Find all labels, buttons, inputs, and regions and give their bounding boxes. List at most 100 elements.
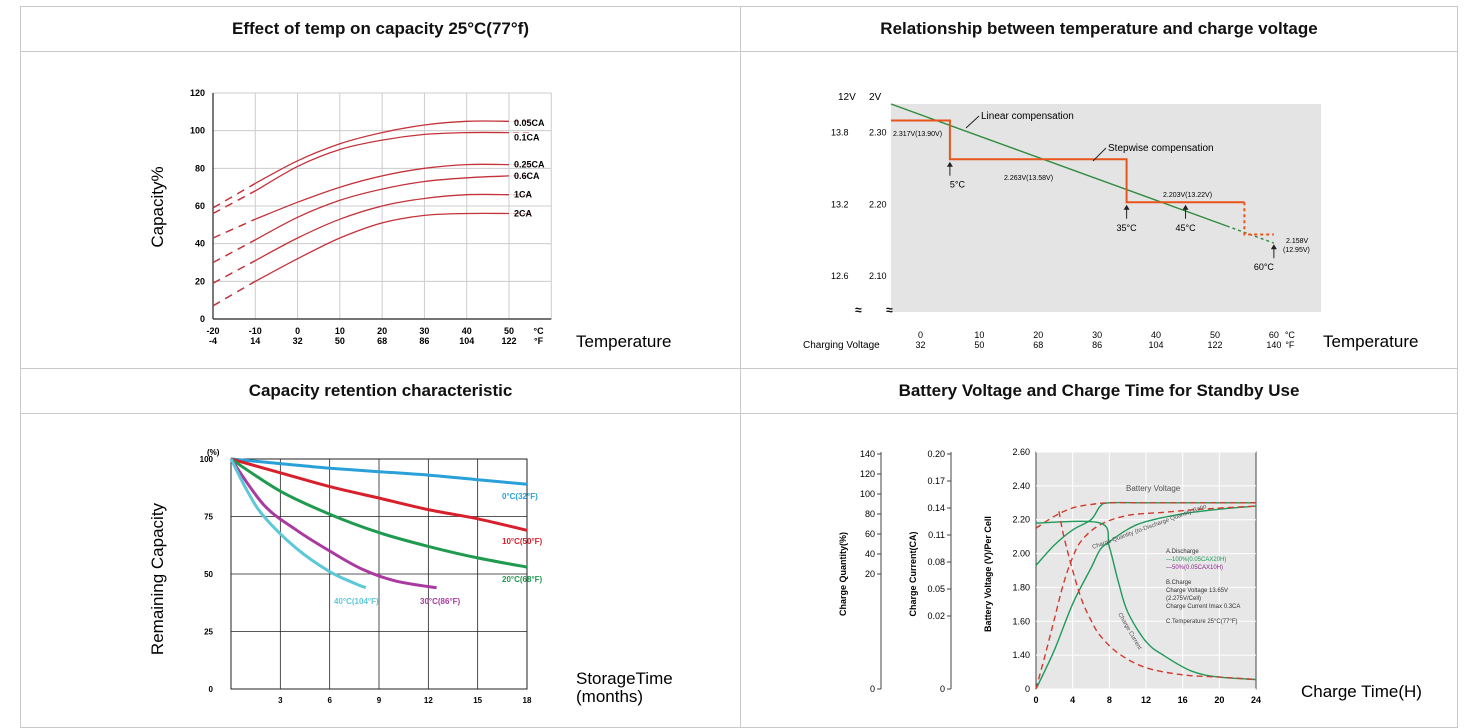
y-tick-label-12v: 13.2: [831, 199, 849, 209]
chart-temp-voltage: 12V 2V 13.8 2.30 13.2 2.20 12.6 2.10 ≈ ≈ Charging …: [803, 92, 1418, 351]
y-tick-label-c: 0.02: [927, 611, 945, 621]
y-tick-label-q: 100: [860, 489, 875, 499]
x-axis-prefix: Charging Voltage: [803, 340, 880, 351]
y-tick-label-c: 0: [940, 684, 945, 694]
x-tick-label-c: 40: [462, 326, 472, 336]
chart-title: Battery Voltage and Charge Time for Stan…: [741, 369, 1457, 414]
x-tick-label-f: 50: [974, 340, 984, 350]
series-label: 0.6CA: [514, 171, 540, 181]
x-tick-label-c: 10: [974, 330, 984, 340]
y-tick-label-q: 0: [870, 684, 875, 694]
y-tick-label: 100: [190, 126, 205, 136]
series-label: Stepwise compensation: [1108, 143, 1214, 154]
x-tick-label: 9: [377, 696, 382, 705]
series-label: 1CA: [514, 190, 533, 200]
x-tick-label: 0: [1033, 695, 1038, 705]
series-step: [891, 119, 1245, 204]
series-label: 0°C(32°F): [502, 492, 538, 501]
y-axis-title-v: Battery Voltage (V)/Per Cell: [983, 516, 993, 632]
series-step-dashed: [1243, 202, 1274, 236]
y-tick-label: 100: [200, 455, 214, 464]
label-leader: [1092, 147, 1107, 162]
y-tick-label: 80: [195, 163, 205, 173]
marker-label: 5°C: [950, 180, 966, 190]
x-tick-label: 4: [1070, 695, 1075, 705]
y-tick-label: 20: [195, 276, 205, 286]
series-line: [229, 458, 367, 590]
series-line: [230, 457, 528, 532]
x-tick-label: 15: [473, 696, 482, 705]
y-tick-label-c: 0.17: [927, 476, 945, 486]
annotation: 2.263V(13.58V): [1004, 175, 1053, 182]
y-unit-2v: 2V: [869, 92, 882, 103]
y-tick-label: 25: [204, 628, 213, 637]
y-tick-label-2v: 2.20: [869, 199, 887, 209]
series-label: 20°C(68°F): [502, 575, 543, 584]
x-tick-label-f: 86: [1092, 340, 1102, 350]
x-tick-label: 20: [1214, 695, 1224, 705]
annotation: 2.317V(13.90V): [893, 131, 942, 138]
x-tick-label-f: 122: [1207, 340, 1222, 350]
x-tick-label: 12: [424, 696, 433, 705]
chart-standby-charge: 01.401.601.802.002.202.402.6002040608010…: [838, 447, 1422, 705]
series-line: [890, 103, 1228, 227]
series-label: 2CA: [514, 209, 533, 219]
x-tick-label-f: 104: [1149, 340, 1164, 350]
x-tick-label-c: 40: [1151, 330, 1161, 340]
marker-label: 60°C: [1254, 262, 1275, 272]
x-tick-label-c: 30: [419, 326, 429, 336]
y-tick-label: 60: [195, 201, 205, 211]
x-tick-label-c: 50: [504, 326, 514, 336]
series-line: [254, 175, 510, 241]
y-axis-break: ≈: [886, 303, 893, 317]
series-line: [229, 458, 437, 590]
chart-panel-temp-capacity: Effect of temp on capacity 25°C(77°f) 0 2…: [21, 7, 741, 369]
series-line-dashed: [212, 190, 256, 215]
series-label: 0.25CA: [514, 160, 545, 170]
y-tick-label-12v: 13.8: [831, 128, 849, 138]
y-tick-label: 0: [209, 685, 214, 694]
x-tick-label: 24: [1251, 695, 1261, 705]
y-tick-label-c: 0.08: [927, 557, 945, 567]
y-axis-break: ≈: [855, 303, 862, 317]
y-tick-label: 0: [200, 314, 205, 324]
y-axis-title-c: Charge Current(CA): [908, 531, 918, 616]
x-tick-label: 18: [523, 696, 532, 705]
x-tick-label-c: °C: [534, 326, 545, 336]
y-tick-label-12v: 12.6: [831, 271, 849, 281]
chart-panel-temp-voltage: Relationship between temperature and cha…: [741, 7, 1457, 369]
x-axis-title: Charge Time(H): [1301, 682, 1422, 701]
y-axis-title: Capacity%: [148, 166, 167, 247]
x-tick-label-f: 140: [1266, 340, 1281, 350]
series-label: Linear compensation: [981, 111, 1074, 122]
x-axis-title: Temperature: [1323, 332, 1418, 351]
annotation: 2.158V: [1286, 238, 1309, 245]
series-label: 0.05CA: [514, 118, 545, 128]
y-tick-label-v: 2.20: [1012, 515, 1030, 525]
y-tick-label-2v: 2.30: [869, 128, 887, 138]
y-tick-label-c: 0.14: [927, 503, 945, 513]
x-tick-label-f: 104: [459, 336, 474, 346]
series-line: [1035, 505, 1257, 690]
x-tick-label-c: 20: [377, 326, 387, 336]
x-tick-label: 3: [278, 696, 283, 705]
y-tick-label-q: 80: [865, 509, 875, 519]
chart-grid: Effect of temp on capacity 25°C(77°f) 0 2…: [20, 6, 1458, 728]
x-axis-title: StorageTime: [576, 669, 673, 688]
y-tick-label-c: 0.05: [927, 584, 945, 594]
y-tick-label-v: 1.80: [1012, 582, 1030, 592]
marker-arrowhead: [1270, 244, 1277, 250]
x-tick-label-c: 30: [1092, 330, 1102, 340]
chart-capacity-retention: 0 25 50 75 100 3 6 9 12 15 18 (%) 0°C(32°F) 10°C(50°F…: [148, 448, 673, 706]
x-tick-label-c: 0: [918, 330, 923, 340]
x-tick-label-c: 50: [1210, 330, 1220, 340]
x-tick-label: 16: [1178, 695, 1188, 705]
chart-title: Effect of temp on capacity 25°C(77°f): [21, 7, 740, 52]
x-tick-label-c: °C: [1285, 330, 1296, 340]
y-tick-label-q: 40: [865, 549, 875, 559]
note-line: —100%(0.05CAX20H): [1166, 557, 1226, 563]
chart-title: Relationship between temperature and cha…: [741, 7, 1457, 52]
note-line: Charge Voltage 13.65V: [1166, 588, 1228, 594]
x-tick-label-f: °F: [1285, 340, 1295, 350]
series-label: 30°C(86°F): [420, 597, 461, 606]
